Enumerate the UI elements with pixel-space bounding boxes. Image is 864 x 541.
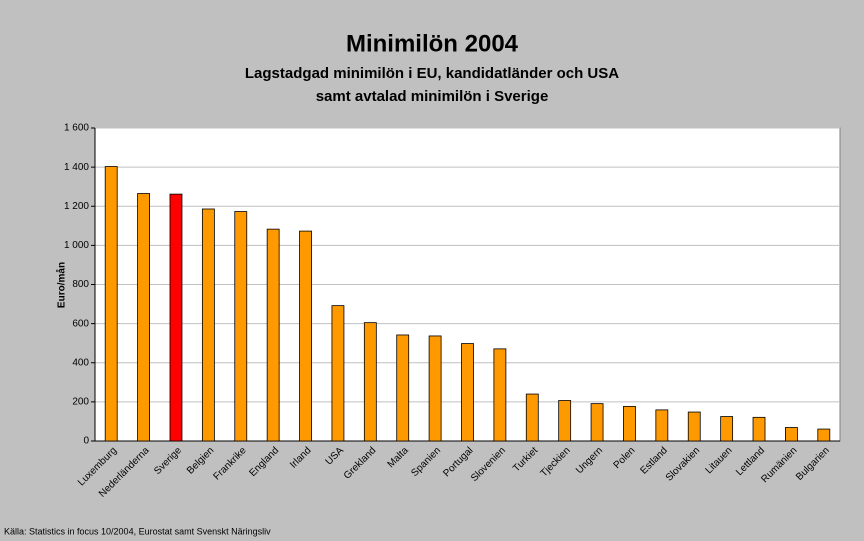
y-tick-label: 1 400 xyxy=(64,162,89,173)
y-tick-label: 0 xyxy=(83,436,89,447)
y-tick-label: 600 xyxy=(72,318,89,329)
bar xyxy=(590,403,604,442)
bar xyxy=(331,305,345,442)
source: Källa: Statistics in focus 10/2004, Euro… xyxy=(4,526,271,536)
bar xyxy=(558,400,572,442)
bar xyxy=(817,428,831,442)
bar xyxy=(266,228,280,442)
bar xyxy=(104,166,118,442)
bar xyxy=(785,427,798,442)
y-tick-label: 400 xyxy=(72,357,89,368)
bar xyxy=(396,334,410,442)
bar xyxy=(169,193,183,442)
subtitle: Lagstadgad minimilön i EU, kandidatlände… xyxy=(245,65,619,82)
subtitle: samt avtalad minimilön i Sverige xyxy=(316,88,549,105)
y-axis-label: Euro/mån xyxy=(56,262,68,308)
bar xyxy=(234,211,248,442)
bar xyxy=(623,405,636,442)
bar xyxy=(752,416,766,442)
y-tick-label: 1 200 xyxy=(64,201,89,212)
chart-title: Minimilön 2004 xyxy=(346,30,519,57)
y-tick-label: 200 xyxy=(72,397,89,408)
bar xyxy=(428,335,442,442)
bar xyxy=(299,230,312,442)
bar xyxy=(201,208,215,442)
bar xyxy=(687,411,701,442)
bar xyxy=(461,343,474,442)
bar xyxy=(525,393,539,442)
bar xyxy=(493,348,507,442)
y-tick-label: 1 000 xyxy=(64,240,89,251)
bar xyxy=(720,416,734,442)
bar xyxy=(137,193,150,442)
bar xyxy=(363,322,377,442)
y-tick-label: 1 600 xyxy=(64,123,89,134)
bar xyxy=(655,409,669,442)
y-tick-label: 800 xyxy=(72,279,89,290)
